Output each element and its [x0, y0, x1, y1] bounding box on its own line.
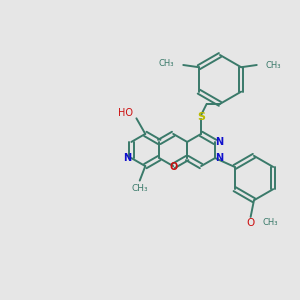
Text: O: O	[169, 162, 177, 172]
Text: N: N	[215, 153, 223, 163]
Text: N: N	[215, 137, 223, 147]
Text: O: O	[247, 218, 255, 227]
Text: CH₃: CH₃	[159, 59, 174, 68]
Text: CH₃: CH₃	[266, 61, 281, 70]
Text: S: S	[197, 112, 205, 122]
Text: CH₃: CH₃	[131, 184, 148, 193]
Text: CH₃: CH₃	[263, 218, 278, 227]
Text: N: N	[123, 153, 131, 163]
Text: HO: HO	[118, 108, 133, 118]
